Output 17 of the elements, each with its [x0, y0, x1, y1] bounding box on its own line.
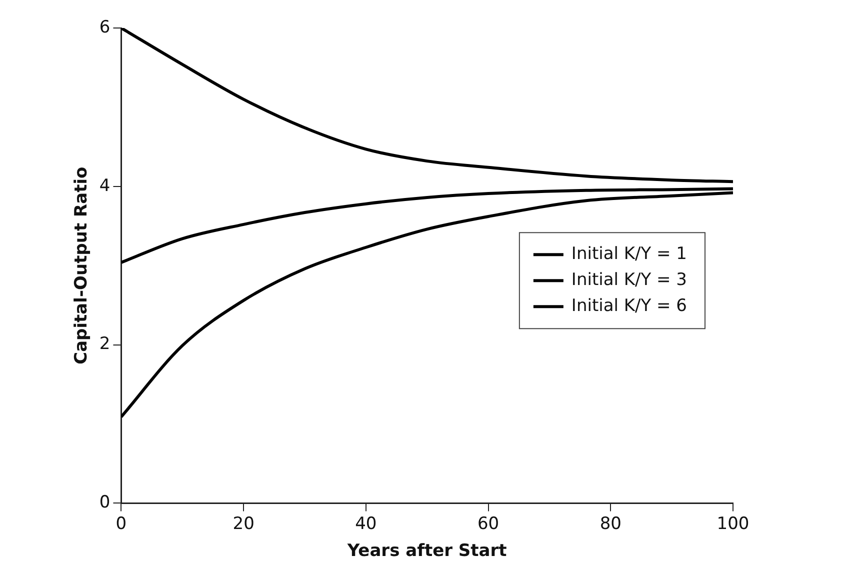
x-tick-label: 80: [600, 514, 622, 534]
legend-label: Initial K/Y = 3: [571, 270, 688, 290]
x-axis-title: Years after Start: [346, 541, 507, 562]
x-tick-label: 40: [355, 514, 377, 534]
x-tick-label: 100: [716, 514, 750, 534]
x-tick-label: 20: [232, 514, 254, 534]
legend-label: Initial K/Y = 1: [571, 244, 688, 264]
y-tick-label: 4: [99, 176, 110, 196]
line-series: [121, 28, 733, 184]
x-tick-label: 60: [477, 514, 500, 534]
x-tick-label: 0: [116, 514, 127, 534]
y-tick-label: 0: [99, 492, 110, 513]
y-axis-title: Capital-Output Ratio: [72, 166, 92, 364]
y-tick-label: 2: [99, 334, 110, 354]
legend-label: Initial K/Y = 6: [571, 296, 688, 316]
y-tick-label: 6: [99, 17, 110, 38]
line-series: [121, 191, 733, 418]
